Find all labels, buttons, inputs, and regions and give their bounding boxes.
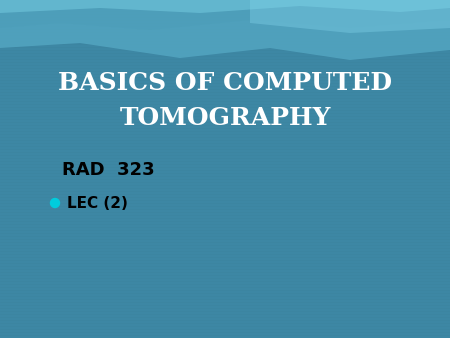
Text: RAD  323: RAD 323: [62, 161, 155, 179]
Polygon shape: [0, 0, 450, 60]
Text: TOMOGRAPHY: TOMOGRAPHY: [119, 106, 331, 130]
Polygon shape: [0, 0, 450, 30]
Text: LEC (2): LEC (2): [67, 195, 128, 211]
Circle shape: [50, 198, 59, 208]
Polygon shape: [250, 0, 450, 33]
Polygon shape: [0, 0, 450, 13]
Text: BASICS OF COMPUTED: BASICS OF COMPUTED: [58, 71, 392, 95]
